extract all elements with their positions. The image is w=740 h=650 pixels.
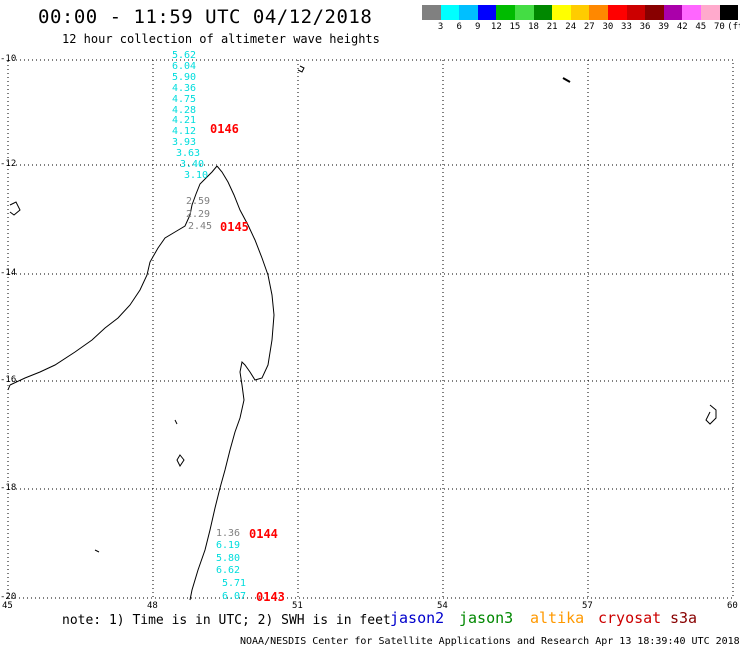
wave-height-value: 3.40 <box>180 159 205 170</box>
wave-height-value: 2.59 <box>186 196 211 207</box>
scale-tick-label: 30 <box>602 22 614 32</box>
islet-sw3 <box>94 549 100 553</box>
wave-height-value: 3.63 <box>176 148 201 160</box>
islet-sw2 <box>174 419 178 425</box>
longitude-label: 54 <box>437 601 448 611</box>
wave-height-value: 5.80 <box>216 552 241 564</box>
islet-sw1 <box>176 454 185 467</box>
scale-tick-label: 21 <box>546 22 558 32</box>
latitude-label: -20 <box>0 592 17 602</box>
scale-tick-label: 3 <box>437 22 444 32</box>
pass-id-label: 0144 <box>249 527 278 541</box>
legend-item-jason3: jason3 <box>459 609 514 627</box>
scale-swatch <box>477 5 497 20</box>
latitude-label: -10 <box>0 54 17 64</box>
scale-swatch <box>682 5 701 20</box>
west-coast-island <box>9 201 21 216</box>
scale-tick-label: 24 <box>565 22 577 32</box>
legend-item-s3a: s3a <box>670 609 698 627</box>
wave-height-value: 5.90 <box>172 71 197 83</box>
madagascar-coastline <box>7 165 275 601</box>
scale-swatch <box>700 5 720 20</box>
wave-height-value: 4.12 <box>172 126 197 138</box>
scale-tick-label: 33 <box>621 22 632 32</box>
wave-height-value: 6.19 <box>216 540 241 552</box>
scale-swatch <box>626 5 646 20</box>
scale-tick-label: 6 <box>456 22 462 32</box>
scale-swatch <box>440 5 460 20</box>
wave-height-value: 5.62 <box>172 50 197 61</box>
wave-height-value: 6.62 <box>216 564 241 576</box>
wave-height-value: 1.36 <box>216 528 241 539</box>
scale-tick-label: 36 <box>639 22 651 32</box>
credit-line: NOAA/NESDIS Center for Satellite Applica… <box>240 636 740 647</box>
scale-tick-label: 39 <box>658 22 670 32</box>
color-scale-bar <box>422 5 739 21</box>
scale-tick-label: (ft) <box>727 22 740 32</box>
wave-height-value: 4.75 <box>172 93 197 105</box>
longitude-label: 51 <box>292 601 303 611</box>
latitude-label: -12 <box>0 159 17 169</box>
pass-id-label: 0145 <box>220 220 249 234</box>
scale-swatch <box>514 5 534 20</box>
latitude-label: -18 <box>0 483 17 493</box>
legend-item-altika: altika <box>530 609 585 627</box>
scale-swatch <box>422 5 441 20</box>
island-east <box>705 404 717 425</box>
scale-tick-label: 12 <box>490 22 502 32</box>
scale-tick-label: 18 <box>528 22 539 32</box>
scale-tick-label: 9 <box>475 22 481 32</box>
scale-swatch <box>719 5 739 20</box>
scale-swatch <box>533 5 553 20</box>
islet-ne <box>562 77 571 83</box>
footer-note: note: 1) Time is in UTC; 2) SWH is in fe… <box>62 613 391 628</box>
map-title: 00:00 - 11:59 UTC 04/12/2018 <box>38 6 373 28</box>
wave-height-value: 3.10 <box>184 169 209 181</box>
scale-tick-label: 42 <box>676 22 688 32</box>
wave-height-value: 2.45 <box>188 221 213 232</box>
wave-height-value: 5.71 <box>222 578 247 589</box>
latitude-label: -16 <box>0 375 17 385</box>
mayotte-island <box>297 65 305 73</box>
map-frame <box>7 59 734 599</box>
pass-id-label: 0143 <box>256 590 285 604</box>
wave-height-value: 3.93 <box>172 137 197 149</box>
scale-tick-label: 15 <box>509 22 521 32</box>
wave-height-value: 4.21 <box>172 115 197 127</box>
scale-tick-label: 70 <box>713 22 725 32</box>
scale-tick-label: 45 <box>695 22 707 32</box>
scale-swatch <box>663 5 683 20</box>
pass-id-label: 0146 <box>210 122 239 136</box>
wave-height-value: 6.04 <box>172 60 197 72</box>
legend-item-jason2: jason2 <box>390 609 445 627</box>
scale-swatch <box>570 5 590 20</box>
scale-swatch <box>496 5 515 20</box>
scale-swatch <box>552 5 571 20</box>
wave-height-value: 4.28 <box>172 104 197 116</box>
scale-tick-label: 27 <box>583 22 595 32</box>
map-subtitle: 12 hour collection of altimeter wave hei… <box>62 32 380 46</box>
wave-height-value: 6.07 <box>222 590 247 602</box>
wave-height-value: 2.29 <box>186 208 211 220</box>
latitude-label: -14 <box>0 268 17 278</box>
legend-item-cryosat: cryosat <box>598 609 662 627</box>
wave-height-value: 4.36 <box>172 82 197 94</box>
longitude-label: 48 <box>147 601 158 611</box>
map-grid <box>8 59 733 598</box>
scale-swatch <box>645 5 664 20</box>
scale-swatch <box>589 5 608 20</box>
longitude-label: 45 <box>2 601 13 611</box>
scale-swatch <box>459 5 478 20</box>
longitude-label: 57 <box>582 601 593 611</box>
longitude-label: 60 <box>727 601 738 611</box>
scale-swatch <box>607 5 627 20</box>
